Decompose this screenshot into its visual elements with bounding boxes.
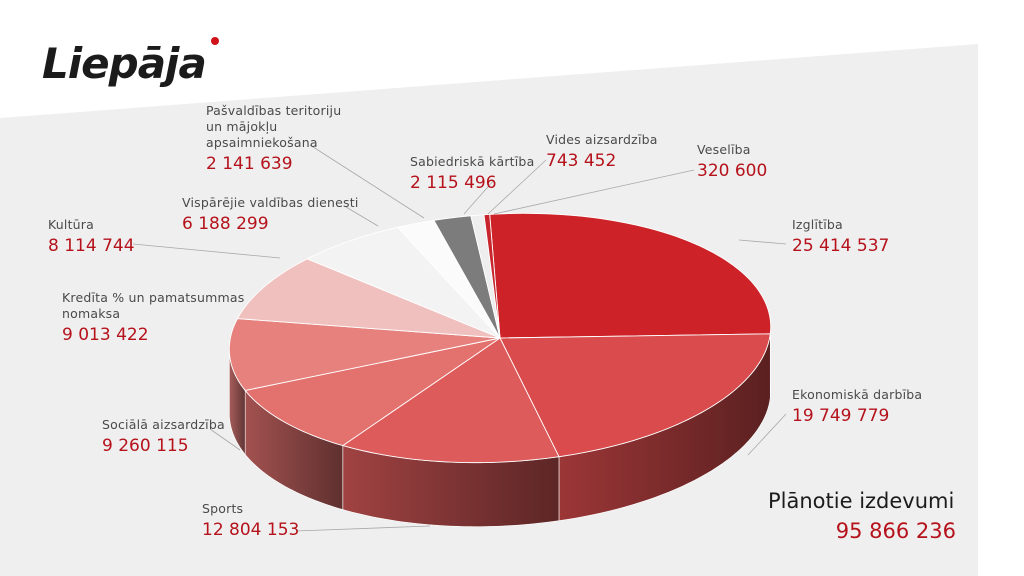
- leader-line-1: [747, 413, 787, 456]
- pie-top-group: [228, 212, 772, 464]
- leader-lines-group: [132, 144, 787, 532]
- slice-label-8: Sabiedriskā kārtība 2 115 496: [410, 154, 534, 193]
- slice-label-9: Vides aizsardzība 743 452: [546, 132, 658, 171]
- leader-line-0: [738, 239, 787, 245]
- slice-label-value: 9 260 115: [102, 436, 189, 456]
- slice-label-name: apsaimniekošana: [206, 135, 318, 150]
- slice-label-value: 743 452: [546, 151, 616, 171]
- leader-line-3: [209, 428, 241, 451]
- pie-slice-9: [470, 214, 501, 339]
- slice-label-5: Kultūra 8 114 744: [48, 217, 135, 256]
- pie-side-group: [229, 323, 772, 527]
- slice-label-name: Veselība: [697, 142, 751, 157]
- pie-slice-10: [483, 213, 501, 339]
- slice-label-value: 6 188 299: [182, 214, 269, 234]
- slice-label-6: Vispārējie valdības dienesti 6 188 299: [182, 195, 359, 234]
- slice-label-name: Ekonomiskā darbība: [792, 387, 922, 402]
- liepaja-logo: Liepāja: [42, 37, 219, 88]
- leader-line-5: [132, 243, 281, 259]
- slice-label-name: Sociālā aizsardzība: [102, 417, 225, 432]
- slice-label-value: 12 804 153: [202, 520, 299, 540]
- leader-line-6: [345, 206, 379, 227]
- leader-line-10: [493, 169, 695, 215]
- slice-label-name: Vides aizsardzība: [546, 132, 658, 147]
- leader-line-7: [309, 144, 425, 219]
- slice-label-value: 25 414 537: [792, 236, 889, 256]
- leader-line-2: [295, 525, 431, 532]
- leader-line-9: [487, 159, 547, 215]
- slice-label-name: nomaksa: [62, 306, 120, 321]
- pie-slice-0: [489, 212, 772, 339]
- slice-label-name: Kultūra: [48, 217, 94, 232]
- slice-label-3: Sociālā aizsardzība 9 260 115: [102, 417, 225, 456]
- slice-label-value: 2 141 639: [206, 154, 293, 174]
- total-value: 95 866 236: [835, 519, 956, 543]
- slice-labels-group: Izglītība 25 414 537 Ekonomiskā darbība 19 …: [48, 103, 922, 540]
- leader-line-8: [463, 179, 495, 215]
- slice-label-name: Izglītība: [792, 217, 843, 232]
- pie-slice-3: [244, 337, 501, 447]
- total-label: Plānotie izdevumi: [768, 489, 955, 513]
- slice-label-0: Izglītība 25 414 537: [792, 217, 889, 256]
- pie-slice-7: [396, 219, 501, 339]
- slice-label-2: Sports 12 804 153: [202, 501, 299, 540]
- logo-accent-dot: [211, 37, 219, 45]
- pie-slice-2: [341, 337, 560, 464]
- pie-slice-6: [306, 226, 501, 339]
- pie-slice-4: [228, 318, 501, 391]
- slice-label-1: Ekonomiskā darbība 19 749 779: [792, 387, 922, 426]
- slice-label-value: 320 600: [697, 161, 767, 181]
- pie-slice-1: [499, 333, 771, 458]
- slice-label-name: Sports: [202, 501, 243, 516]
- pie-slice-5: [236, 258, 501, 339]
- slice-label-value: 2 115 496: [410, 173, 497, 193]
- slice-label-name: Kredīta % un pamatsummas: [62, 290, 244, 305]
- slice-label-value: 8 114 744: [48, 236, 135, 256]
- slice-label-name: un mājokļu: [206, 119, 277, 134]
- slice-label-name: Pašvaldības teritoriju: [206, 103, 341, 118]
- slice-label-10: Veselība 320 600: [697, 142, 767, 181]
- slice-label-value: 9 013 422: [62, 325, 149, 345]
- slice-label-value: 19 749 779: [792, 406, 889, 426]
- slice-label-name: Vispārējie valdības dienesti: [182, 195, 359, 210]
- logo-text: Liepāja: [42, 39, 206, 88]
- slice-label-name: Sabiedriskā kārtība: [410, 154, 534, 169]
- pie-slice-8: [433, 215, 501, 339]
